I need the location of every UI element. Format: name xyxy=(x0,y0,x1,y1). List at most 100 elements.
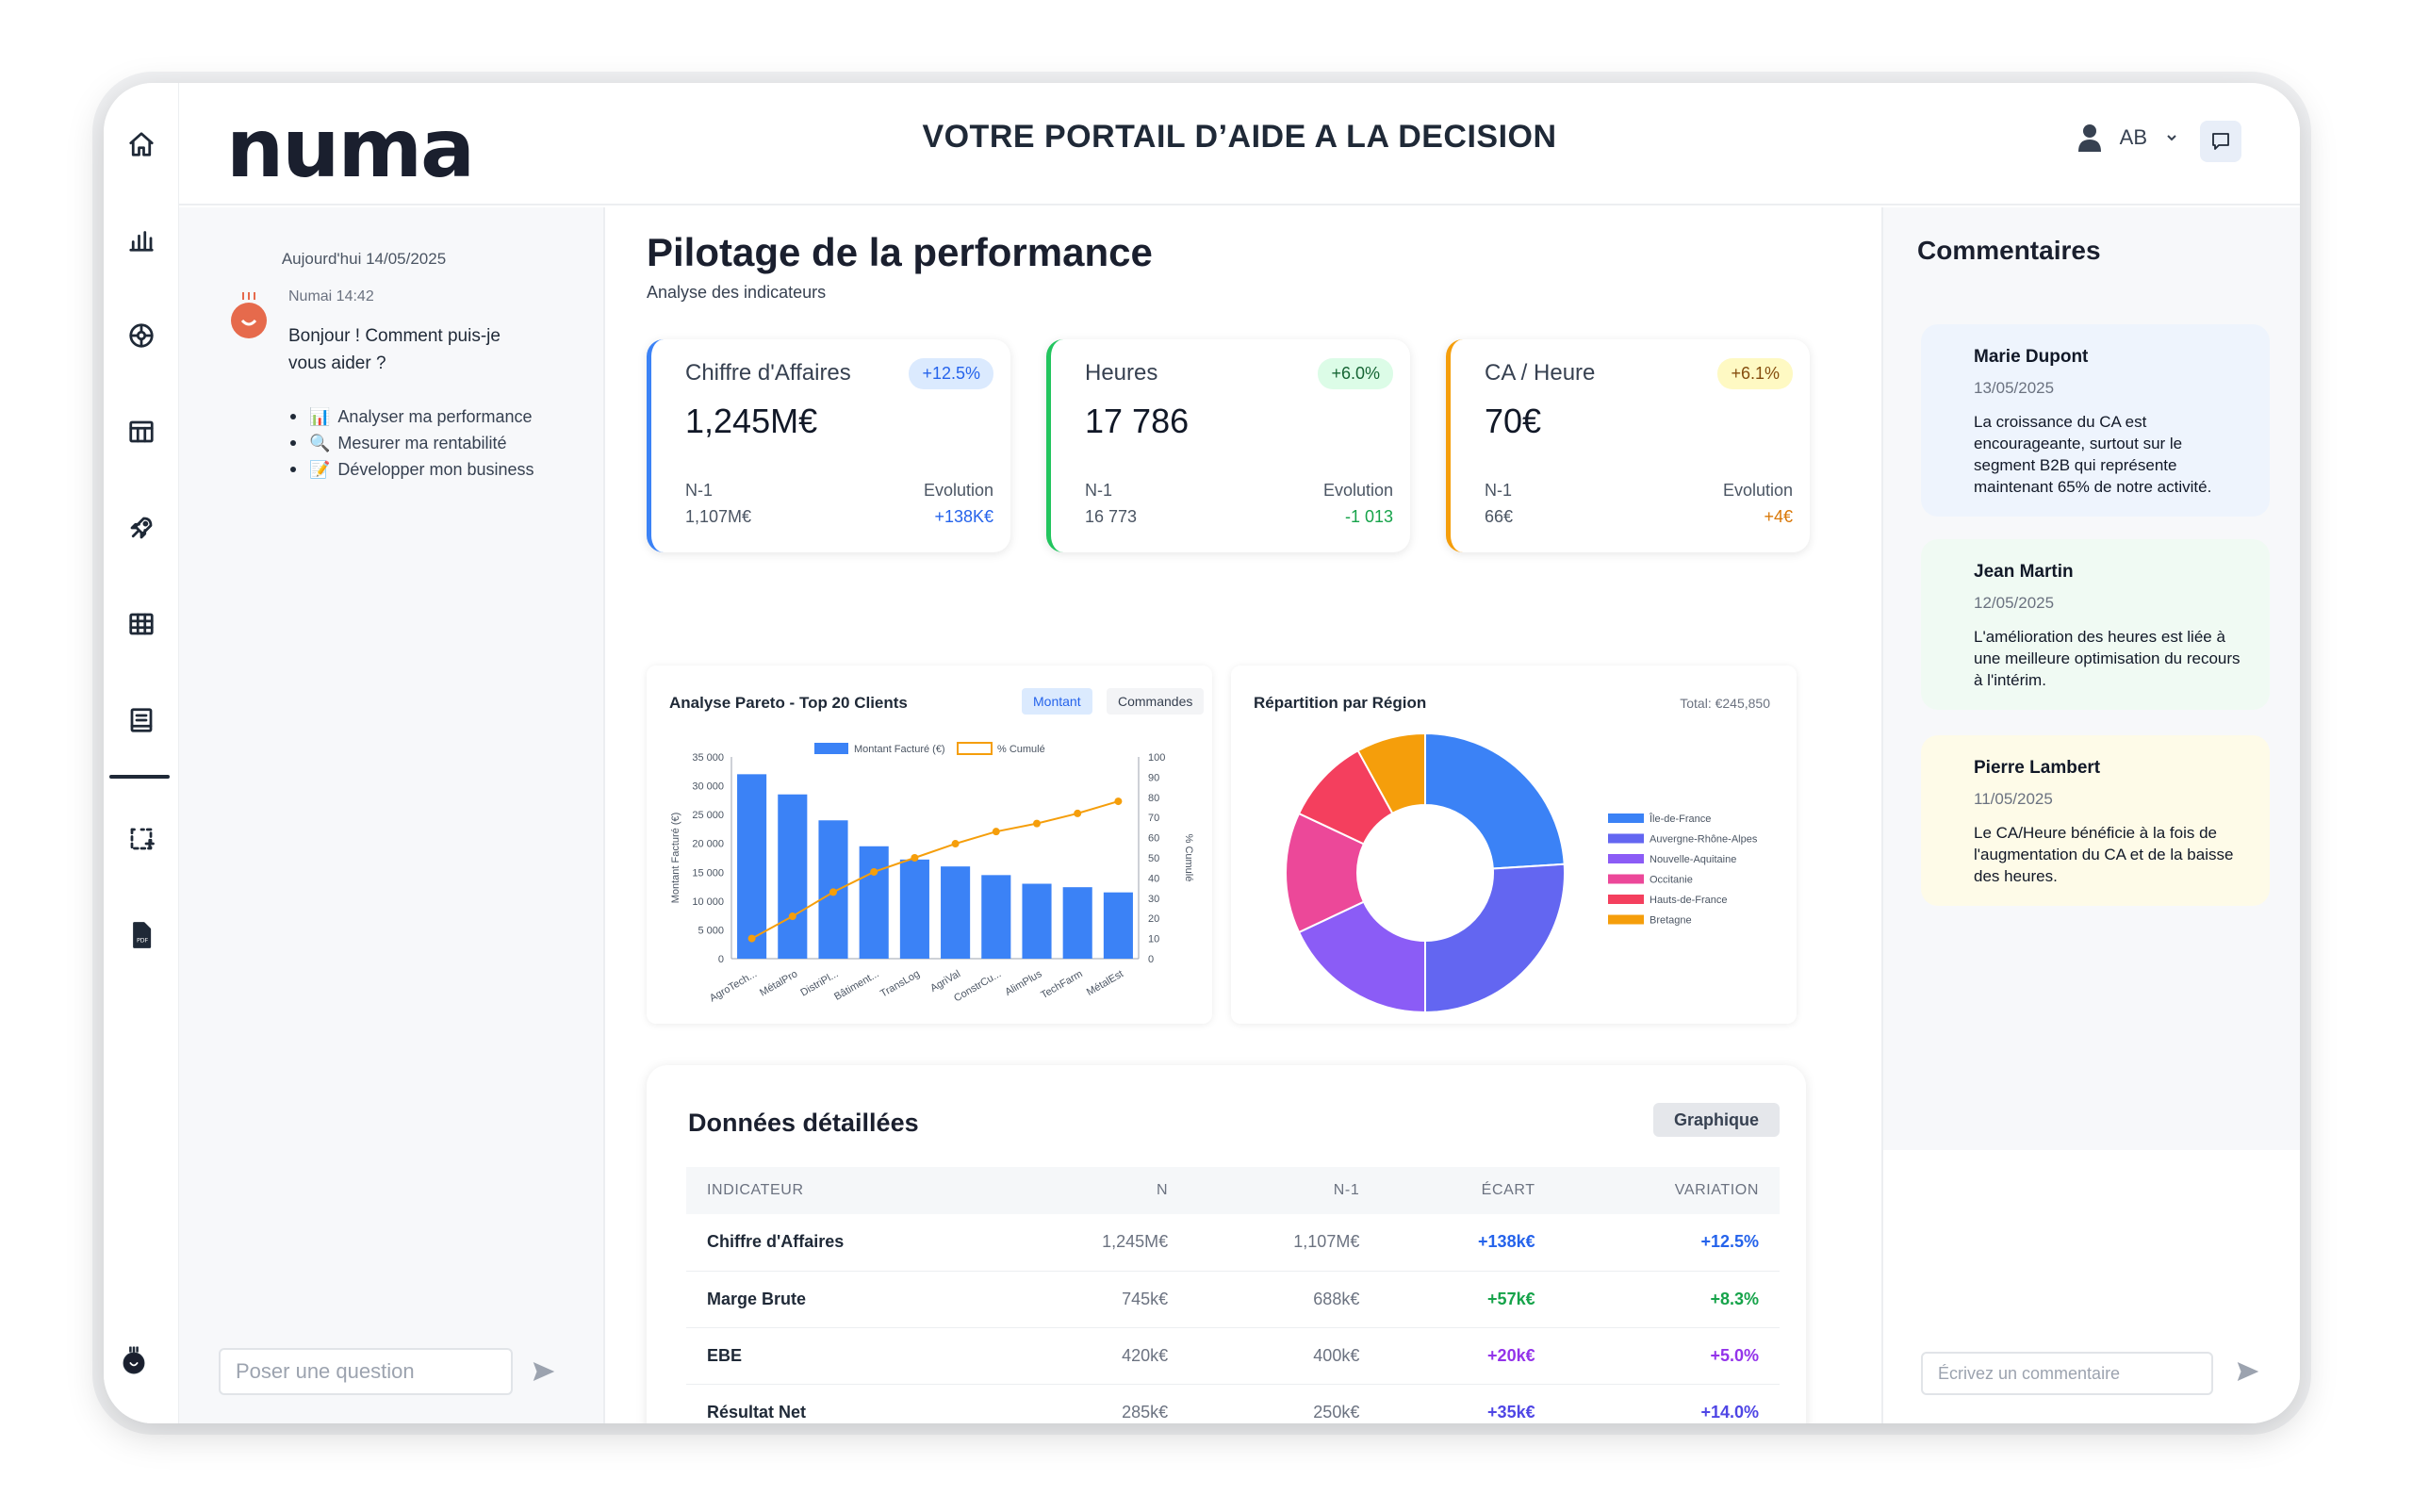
user-menu[interactable]: AB xyxy=(2076,123,2179,153)
legend-line-swatch xyxy=(957,742,993,755)
dashboard-icon[interactable] xyxy=(123,317,160,354)
main-content: Pilotage de la performance Analyse des i… xyxy=(607,207,1880,1423)
columns-icon[interactable] xyxy=(123,413,160,451)
legend-label: Hauts-de-France xyxy=(1650,895,1728,906)
assistant-bot-icon[interactable] xyxy=(120,1346,148,1374)
page-subtitle: Analyse des indicateurs xyxy=(647,283,827,302)
send-comment-icon[interactable] xyxy=(2234,1357,2262,1386)
cell-indicateur: EBE xyxy=(686,1327,997,1385)
pareto-bar[interactable] xyxy=(1022,883,1052,959)
cumulative-point[interactable] xyxy=(829,888,837,896)
pareto-bar[interactable] xyxy=(1103,892,1133,959)
chat-message: Bonjour ! Comment puis-je vous aider ? xyxy=(288,326,501,373)
legend-label: Île-de-France xyxy=(1649,813,1711,825)
x-tick-label: TransLog xyxy=(878,968,922,999)
suggestion-item[interactable]: 🔍 Mesurer ma rentabilité xyxy=(290,430,534,456)
home-icon[interactable] xyxy=(123,125,160,163)
kpi-card[interactable]: Heures +6.0% 17 786 N-1 16 773 Evolution -1 01… xyxy=(1046,339,1410,552)
chat-toggle-button[interactable] xyxy=(2200,121,2241,162)
kpi-card[interactable]: CA / Heure +6.1% 70€ N-1 66€ Evolution +4€ xyxy=(1446,339,1810,552)
grid-icon[interactable] xyxy=(123,605,160,643)
cell-n1: 400k€ xyxy=(1189,1327,1381,1385)
svg-text:PDF: PDF xyxy=(137,938,149,945)
region-donut-chart: Île-de-France Auvergne-Rhône-Alpes Nouvell… xyxy=(1285,731,1758,1014)
segment-commandes[interactable]: Commandes xyxy=(1107,688,1205,715)
col-indicateur[interactable]: INDICATEUR xyxy=(686,1167,997,1214)
comment-date: 12/05/2025 xyxy=(1974,594,2055,612)
legend-label: Bretagne xyxy=(1650,915,1692,927)
kpi-evolution-label: Evolution xyxy=(923,481,993,500)
legend-swatch xyxy=(1608,914,1644,925)
suggestion-item[interactable]: 📝 Développer mon business xyxy=(290,456,534,483)
donut-slice[interactable] xyxy=(1424,863,1566,1014)
comment-input[interactable] xyxy=(1921,1352,2213,1395)
send-icon[interactable] xyxy=(530,1357,558,1386)
suggestion-label: Développer mon business xyxy=(337,459,534,479)
table-row[interactable]: Résultat Net 285k€ 250k€ +35k€ +14.0% xyxy=(686,1384,1780,1423)
kpi-n1-label: N-1 xyxy=(685,481,714,500)
donut-slice[interactable] xyxy=(1356,731,1426,815)
pareto-bar[interactable] xyxy=(859,846,889,959)
cell-ecart: +57k€ xyxy=(1380,1271,1556,1328)
donut-slice[interactable] xyxy=(1424,731,1566,870)
cell-indicateur: Chiffre d'Affaires xyxy=(686,1214,997,1272)
kpi-value: 70€ xyxy=(1485,402,1542,440)
y2-tick-label: 50 xyxy=(1148,853,1159,864)
col-variation[interactable]: VARIATION xyxy=(1555,1167,1780,1214)
kpi-card[interactable]: Chiffre d'Affaires +12.5% 1,245M€ N-1 1,107M… xyxy=(647,339,1010,552)
pareto-bar[interactable] xyxy=(899,859,929,959)
comment-text: L'amélioration des heures est liée à une… xyxy=(1974,628,2241,689)
kpi-badge: +12.5% xyxy=(909,358,993,389)
kpi-label: Chiffre d'Affaires xyxy=(685,360,851,386)
pareto-chart: Montant Facturé (€) % Cumulé 35 000 30 000 2… xyxy=(670,742,1194,1004)
pareto-bar[interactable] xyxy=(1062,887,1092,959)
page-title: Pilotage de la performance xyxy=(647,230,1153,274)
assistant-chat-panel: Aujourd'hui 14/05/2025 Numai 14:42 Bonjo… xyxy=(179,207,605,1423)
cumulative-point[interactable] xyxy=(1114,797,1123,806)
table-row[interactable]: Marge Brute 745k€ 688k€ +57k€ +8.3% xyxy=(686,1271,1780,1328)
legend-label: Nouvelle-Aquitaine xyxy=(1650,854,1736,865)
y-tick-label: 35 000 xyxy=(692,752,724,764)
cumulative-point[interactable] xyxy=(747,934,756,943)
pareto-bar[interactable] xyxy=(981,875,1011,959)
legend-bar-label: Montant Facturé (€) xyxy=(854,744,945,755)
portal-title: VOTRE PORTAIL D’AIDE A LA DECISION xyxy=(922,119,1557,155)
cumulative-point[interactable] xyxy=(992,828,1000,836)
cumulative-point[interactable] xyxy=(1033,819,1041,828)
pareto-bar[interactable] xyxy=(941,866,971,959)
pareto-bar[interactable] xyxy=(778,794,808,959)
pareto-bar[interactable] xyxy=(737,774,767,959)
bar-chart-icon[interactable] xyxy=(123,221,160,258)
question-input[interactable] xyxy=(219,1348,513,1395)
y-tick-label: 25 000 xyxy=(692,810,724,821)
chart-view-button[interactable]: Graphique xyxy=(1652,1103,1780,1137)
rocket-icon[interactable] xyxy=(123,509,160,547)
cell-ecart: +35k€ xyxy=(1487,1402,1535,1422)
legend-swatch xyxy=(1608,854,1644,863)
kpi-value: 17 786 xyxy=(1085,402,1190,440)
col-n[interactable]: N xyxy=(997,1167,1190,1214)
cumulative-point[interactable] xyxy=(788,912,796,921)
cell-variation: +8.3% xyxy=(1555,1271,1780,1328)
crop-icon[interactable] xyxy=(123,820,160,858)
cumulative-point[interactable] xyxy=(951,840,960,848)
segment-montant[interactable]: Montant xyxy=(1022,688,1092,715)
cumulative-point[interactable] xyxy=(1074,809,1082,817)
table-row[interactable]: EBE 420k€ 400k€ +20k€ +5.0% xyxy=(686,1327,1780,1385)
comment-text: La croissance du CA est encourageante, s… xyxy=(1974,413,2212,496)
donut-slice[interactable] xyxy=(1297,900,1426,1014)
col-ecart[interactable]: ÉCART xyxy=(1380,1167,1556,1214)
suggestion-item[interactable]: 📊 Analyser ma performance xyxy=(290,403,534,430)
col-n1[interactable]: N-1 xyxy=(1189,1167,1381,1214)
table-row[interactable]: Chiffre d'Affaires 1,245M€ 1,107M€ +138k€ +1… xyxy=(686,1214,1780,1272)
cumulative-point[interactable] xyxy=(870,867,878,876)
kpi-label: CA / Heure xyxy=(1485,360,1596,386)
pdf-icon[interactable]: PDF xyxy=(123,916,160,954)
cumulative-point[interactable] xyxy=(911,854,919,862)
suggestion-label: Analyser ma performance xyxy=(337,406,533,426)
cell-n1: 1,107M€ xyxy=(1189,1214,1381,1272)
comment-card: Jean Martin 12/05/2025 L'amélioration des … xyxy=(1921,539,2270,710)
book-icon[interactable] xyxy=(123,701,160,739)
kpi-evolution-label: Evolution xyxy=(1322,481,1393,500)
chat-message-meta: Numai 14:42 xyxy=(288,288,374,304)
